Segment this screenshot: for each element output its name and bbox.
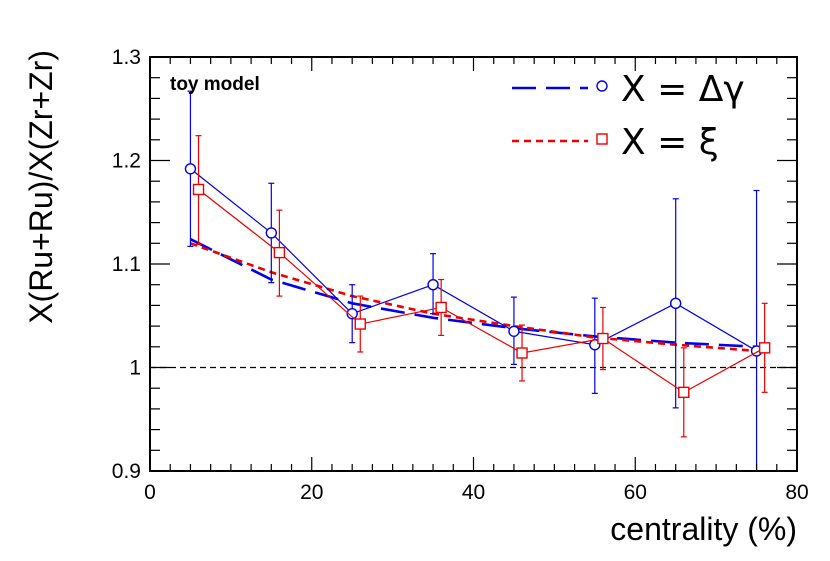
legend-label-delta-gamma: X = Δγ xyxy=(621,69,745,110)
y-tick-label: 1.3 xyxy=(112,46,141,69)
data-point-delta-gamma xyxy=(669,297,682,310)
data-point-xi xyxy=(354,318,366,330)
data-point-delta-gamma xyxy=(427,279,439,291)
legend-label-xi: X = ξ xyxy=(621,122,719,163)
legend-marker-delta-gamma xyxy=(596,80,608,92)
series-line-delta-gamma xyxy=(190,168,757,352)
data-point-xi xyxy=(273,246,286,259)
x-axis-label: centrality (%) xyxy=(610,511,797,547)
data-point-delta-gamma xyxy=(184,163,197,175)
legend-marker-xi xyxy=(596,133,608,145)
data-point-delta-gamma xyxy=(508,325,520,337)
x-tick-label: 40 xyxy=(462,481,485,504)
fit-curve-delta-gamma xyxy=(189,237,757,349)
data-point-xi xyxy=(678,386,690,399)
x-tick-label: 0 xyxy=(144,481,156,504)
y-tick-label: 1 xyxy=(129,357,141,380)
data-point-delta-gamma xyxy=(346,307,358,320)
fit-curve-xi xyxy=(189,242,757,353)
y-tick-label: 1.1 xyxy=(112,253,141,276)
y-tick-label: 1.2 xyxy=(112,150,141,173)
annotation-toy-model: toy model xyxy=(170,74,260,95)
y-tick-label: 0.9 xyxy=(112,460,141,483)
x-tick-label: 20 xyxy=(300,481,323,504)
series-xi xyxy=(192,135,771,438)
y-axis-label: X(Ru+Ru)/X(Zr+Zr) xyxy=(23,50,59,324)
data-point-xi xyxy=(192,183,205,196)
data-point-xi xyxy=(516,347,528,359)
series-line-xi xyxy=(198,189,765,394)
x-tick-label: 80 xyxy=(785,481,808,504)
data-point-xi xyxy=(435,301,447,314)
x-tick-label: 60 xyxy=(624,481,647,504)
data-point-xi xyxy=(597,332,609,345)
legend: X = Δγ X = ξ xyxy=(512,69,745,163)
data-point-delta-gamma xyxy=(265,227,278,239)
data-point-xi xyxy=(758,342,771,354)
